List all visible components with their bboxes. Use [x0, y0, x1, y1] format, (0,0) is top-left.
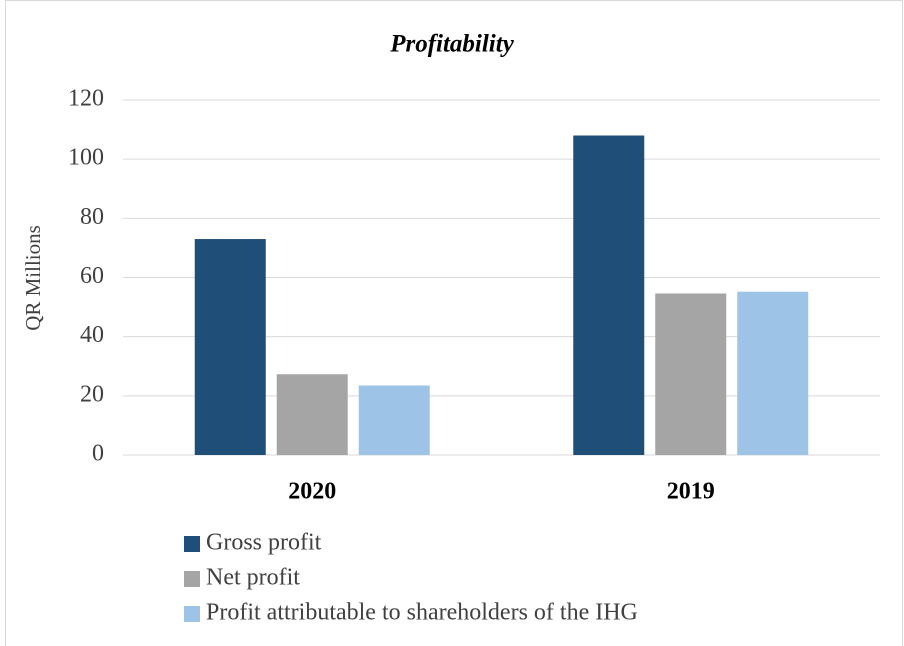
bar: [573, 135, 645, 455]
bar: [194, 239, 266, 455]
bar: [276, 374, 348, 455]
y-tick-label: 40: [80, 322, 104, 348]
legend-label: Profit attributable to shareholders of t…: [206, 600, 638, 626]
legend-swatch: [184, 606, 200, 622]
bar: [655, 293, 727, 455]
legend-label: Net profit: [206, 565, 300, 591]
y-tick-label: 20: [80, 381, 104, 407]
x-tick-label: 2020: [288, 479, 336, 505]
bar: [737, 291, 809, 455]
y-axis-label: QR Millions: [21, 225, 45, 331]
legend-label: Gross profit: [206, 530, 322, 556]
y-tick-label: 100: [68, 145, 104, 171]
x-tick-label: 2019: [667, 479, 715, 505]
legend-swatch: [184, 571, 200, 587]
y-tick-label: 60: [80, 263, 104, 289]
legend-swatch: [184, 536, 200, 552]
chart-title: Profitability: [389, 31, 515, 58]
y-tick-label: 80: [80, 204, 104, 230]
y-tick-label: 120: [68, 86, 104, 112]
y-tick-label: 0: [92, 441, 104, 467]
chart-frame: [5, 0, 903, 646]
bar: [358, 385, 430, 455]
